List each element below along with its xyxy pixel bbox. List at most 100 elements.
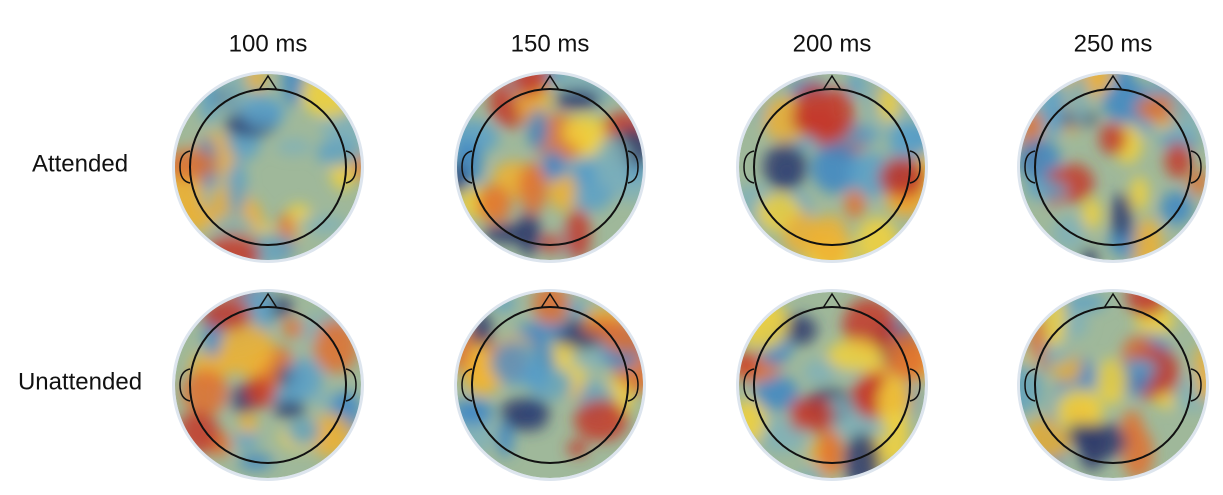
blob bbox=[1097, 358, 1128, 405]
head-outline bbox=[189, 306, 347, 464]
blob bbox=[181, 369, 229, 416]
topomap bbox=[1020, 74, 1206, 260]
blob bbox=[844, 189, 866, 219]
blob bbox=[1160, 190, 1193, 226]
topomap bbox=[175, 74, 361, 260]
blob bbox=[490, 341, 542, 387]
topomap bbox=[175, 292, 361, 478]
blob bbox=[1099, 122, 1127, 155]
blob bbox=[803, 359, 837, 385]
blob bbox=[739, 398, 766, 444]
blob bbox=[532, 292, 570, 325]
blob bbox=[567, 440, 588, 457]
blob bbox=[1114, 74, 1134, 87]
nose bbox=[540, 292, 560, 309]
topomap bbox=[457, 74, 643, 260]
blob bbox=[316, 139, 360, 167]
blob bbox=[781, 314, 818, 345]
blob bbox=[801, 397, 834, 434]
blob bbox=[227, 159, 247, 216]
blob bbox=[273, 400, 306, 419]
topomap-blobs bbox=[457, 74, 643, 260]
head-outline bbox=[1034, 306, 1192, 464]
row-label: Unattended bbox=[18, 368, 142, 395]
left-ear bbox=[461, 150, 473, 184]
head-outline bbox=[753, 88, 911, 246]
blob bbox=[1111, 192, 1133, 239]
blob bbox=[527, 367, 574, 400]
head-outline bbox=[189, 88, 347, 246]
blob bbox=[510, 74, 549, 97]
left-ear bbox=[1024, 150, 1036, 184]
column-label: 150 ms bbox=[511, 30, 590, 57]
blob bbox=[518, 162, 549, 214]
blob bbox=[827, 339, 883, 373]
left-ear bbox=[1024, 368, 1036, 402]
blob bbox=[213, 214, 254, 240]
blob bbox=[1082, 198, 1102, 230]
head-outline bbox=[1034, 88, 1192, 246]
blob bbox=[516, 321, 567, 339]
nose bbox=[258, 292, 278, 309]
topomap bbox=[457, 292, 643, 478]
blob bbox=[1121, 410, 1143, 441]
blob bbox=[1067, 422, 1091, 447]
left-ear bbox=[461, 368, 473, 402]
right-ear bbox=[909, 150, 921, 184]
left-ear bbox=[179, 150, 191, 184]
blob bbox=[565, 208, 591, 260]
blob bbox=[569, 350, 610, 369]
blob bbox=[476, 184, 513, 224]
blob bbox=[202, 298, 252, 331]
topomap bbox=[739, 292, 925, 478]
nose bbox=[540, 74, 560, 91]
blob bbox=[753, 375, 799, 411]
right-ear bbox=[909, 368, 921, 402]
blob bbox=[554, 88, 601, 110]
blob bbox=[500, 398, 551, 423]
blob bbox=[240, 95, 286, 129]
head-outline bbox=[471, 88, 629, 246]
blob bbox=[876, 83, 901, 123]
blob bbox=[243, 375, 276, 409]
blob bbox=[542, 149, 564, 182]
right-ear bbox=[1190, 368, 1202, 402]
topomap-blobs bbox=[739, 74, 925, 260]
left-ear bbox=[743, 368, 755, 402]
blob bbox=[275, 138, 312, 155]
topomap bbox=[739, 74, 925, 260]
column-label: 250 ms bbox=[1074, 30, 1153, 57]
right-ear bbox=[345, 368, 357, 402]
blob bbox=[1045, 295, 1066, 347]
topomap-blobs bbox=[739, 298, 925, 478]
topomap-blobs bbox=[457, 292, 643, 459]
blob bbox=[1133, 218, 1163, 260]
blob bbox=[1024, 179, 1068, 200]
blob bbox=[497, 419, 514, 458]
blob bbox=[1128, 358, 1158, 376]
blob bbox=[1130, 176, 1149, 212]
blob bbox=[574, 399, 628, 442]
topomap-blobs bbox=[177, 292, 361, 471]
blob bbox=[282, 318, 307, 338]
blob bbox=[234, 432, 259, 449]
head-outline bbox=[471, 306, 629, 464]
column-label: 200 ms bbox=[793, 30, 872, 57]
blob bbox=[527, 108, 549, 150]
nose bbox=[822, 292, 842, 309]
right-ear bbox=[627, 150, 639, 184]
blob bbox=[818, 429, 843, 475]
left-ear bbox=[179, 368, 191, 402]
blob bbox=[789, 397, 810, 432]
nose bbox=[822, 74, 842, 91]
blob bbox=[810, 142, 861, 194]
nose bbox=[1103, 74, 1123, 91]
blob bbox=[762, 143, 808, 191]
right-ear bbox=[345, 150, 357, 184]
blob bbox=[581, 317, 628, 338]
blob bbox=[282, 74, 303, 106]
nose bbox=[1103, 292, 1123, 309]
right-ear bbox=[627, 368, 639, 402]
